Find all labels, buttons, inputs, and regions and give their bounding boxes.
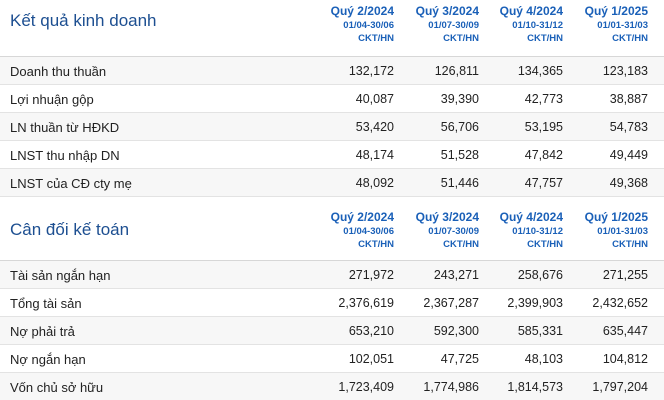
cell-value: 2,399,903 [507,296,563,310]
cell-value: 1,814,573 [507,380,563,394]
cell-value: 132,172 [348,64,394,78]
quarter-name: Quý 3/2024 [415,210,479,224]
quarter-range: 01/10-31/12 [512,20,563,31]
cell-value: 49,368 [609,176,648,190]
cell-value: 47,757 [524,176,563,190]
cell-value: 38,887 [609,92,648,106]
income-quarter-header[interactable]: Quý 2/2024 01/04-30/06 CKT/HN [310,4,394,45]
cell-value: 48,174 [355,148,394,162]
quarter-report-type: CKT/HN [612,33,648,44]
row-label: Doanh thu thuần [10,64,107,79]
cell-value: 2,367,287 [423,296,479,310]
quarter-range: 01/04-30/06 [343,20,394,31]
quarter-name: Quý 3/2024 [415,4,479,18]
cell-value: 56,706 [440,120,479,134]
quarter-range: 01/01-31/03 [597,226,648,237]
table-row: Doanh thu thuần 132,172 126,811 134,365 … [0,57,664,85]
cell-value: 51,446 [440,176,479,190]
cell-value: 271,255 [602,268,648,282]
cell-value: 585,331 [517,324,563,338]
cell-value: 123,183 [602,64,648,78]
table-row: Nợ ngắn hạn 102,051 47,725 48,103 104,81… [0,345,664,373]
quarter-name: Quý 1/2025 [584,210,648,224]
quarter-name: Quý 4/2024 [499,4,563,18]
table-row: LN thuần từ HĐKD 53,420 56,706 53,195 54… [0,113,664,141]
cell-value: 102,051 [348,352,394,366]
quarter-report-type: CKT/HN [443,239,479,250]
quarter-report-type: CKT/HN [527,33,563,44]
table-row: Nợ phải trả 653,210 592,300 585,331 635,… [0,317,664,345]
quarter-name: Quý 4/2024 [499,210,563,224]
balance-section-header: Cân đối kế toán Quý 2/2024 01/04-30/06 C… [0,201,664,257]
quarter-report-type: CKT/HN [358,239,394,250]
quarter-name: Quý 2/2024 [330,210,394,224]
row-label: Nợ phải trả [10,324,75,339]
row-label: Lợi nhuận gộp [10,92,94,107]
cell-value: 1,797,204 [592,380,648,394]
row-label: Nợ ngắn hạn [10,352,86,367]
cell-value: 592,300 [433,324,479,338]
cell-value: 47,725 [440,352,479,366]
cell-value: 2,376,619 [338,296,394,310]
cell-value: 48,103 [524,352,563,366]
quarter-range: 01/07-30/09 [428,20,479,31]
quarter-range: 01/10-31/12 [512,226,563,237]
row-label: LNST thu nhập DN [10,148,120,163]
row-label: LN thuần từ HĐKD [10,120,120,135]
cell-value: 243,271 [433,268,479,282]
balance-quarter-header[interactable]: Quý 4/2024 01/10-31/12 CKT/HN [479,210,563,251]
table-row: LNST của CĐ cty mẹ 48,092 51,446 47,757 … [0,169,664,197]
balance-table: Tài sản ngắn hạn 271,972 243,271 258,676… [0,260,664,400]
quarter-report-type: CKT/HN [527,239,563,250]
row-label: LNST của CĐ cty mẹ [10,176,132,191]
row-label: Tài sản ngắn hạn [10,268,111,283]
row-label: Tổng tài sản [10,296,82,311]
cell-value: 49,449 [609,148,648,162]
cell-value: 53,195 [524,120,563,134]
cell-value: 48,092 [355,176,394,190]
table-row: Lợi nhuận gộp 40,087 39,390 42,773 38,88… [0,85,664,113]
income-section-header: Kết quả kinh doanh Quý 2/2024 01/04-30/0… [0,0,664,56]
balance-quarter-header[interactable]: Quý 3/2024 01/07-30/09 CKT/HN [395,210,479,251]
cell-value: 40,087 [355,92,394,106]
income-quarter-header[interactable]: Quý 1/2025 01/01-31/03 CKT/HN [564,4,648,45]
table-row: Tổng tài sản 2,376,619 2,367,287 2,399,9… [0,289,664,317]
table-row: Tài sản ngắn hạn 271,972 243,271 258,676… [0,261,664,289]
balance-quarter-header[interactable]: Quý 1/2025 01/01-31/03 CKT/HN [564,210,648,251]
cell-value: 635,447 [602,324,648,338]
quarter-name: Quý 2/2024 [330,4,394,18]
cell-value: 126,811 [434,64,479,78]
income-section-title: Kết quả kinh doanh [10,11,157,30]
quarter-range: 01/07-30/09 [428,226,479,237]
cell-value: 1,723,409 [338,380,394,394]
cell-value: 51,528 [440,148,479,162]
income-table: Doanh thu thuần 132,172 126,811 134,365 … [0,56,664,197]
quarter-report-type: CKT/HN [612,239,648,250]
cell-value: 42,773 [524,92,563,106]
cell-value: 134,365 [517,64,563,78]
quarter-name: Quý 1/2025 [584,4,648,18]
cell-value: 653,210 [348,324,394,338]
income-quarter-header[interactable]: Quý 4/2024 01/10-31/12 CKT/HN [479,4,563,45]
cell-value: 2,432,652 [592,296,648,310]
balance-quarter-header[interactable]: Quý 2/2024 01/04-30/06 CKT/HN [310,210,394,251]
quarter-report-type: CKT/HN [358,33,394,44]
cell-value: 39,390 [440,92,479,106]
cell-value: 54,783 [609,120,648,134]
cell-value: 271,972 [348,268,394,282]
quarter-range: 01/04-30/06 [343,226,394,237]
cell-value: 258,676 [517,268,563,282]
quarter-report-type: CKT/HN [443,33,479,44]
cell-value: 53,420 [355,120,394,134]
table-row: LNST thu nhập DN 48,174 51,528 47,842 49… [0,141,664,169]
cell-value: 47,842 [524,148,563,162]
quarter-range: 01/01-31/03 [597,20,648,31]
cell-value: 104,812 [602,352,648,366]
table-row: Vốn chủ sở hữu 1,723,409 1,774,986 1,814… [0,373,664,400]
row-label: Vốn chủ sở hữu [10,380,104,395]
balance-section-title: Cân đối kế toán [10,220,130,239]
cell-value: 1,774,986 [423,380,479,394]
income-quarter-header[interactable]: Quý 3/2024 01/07-30/09 CKT/HN [395,4,479,45]
